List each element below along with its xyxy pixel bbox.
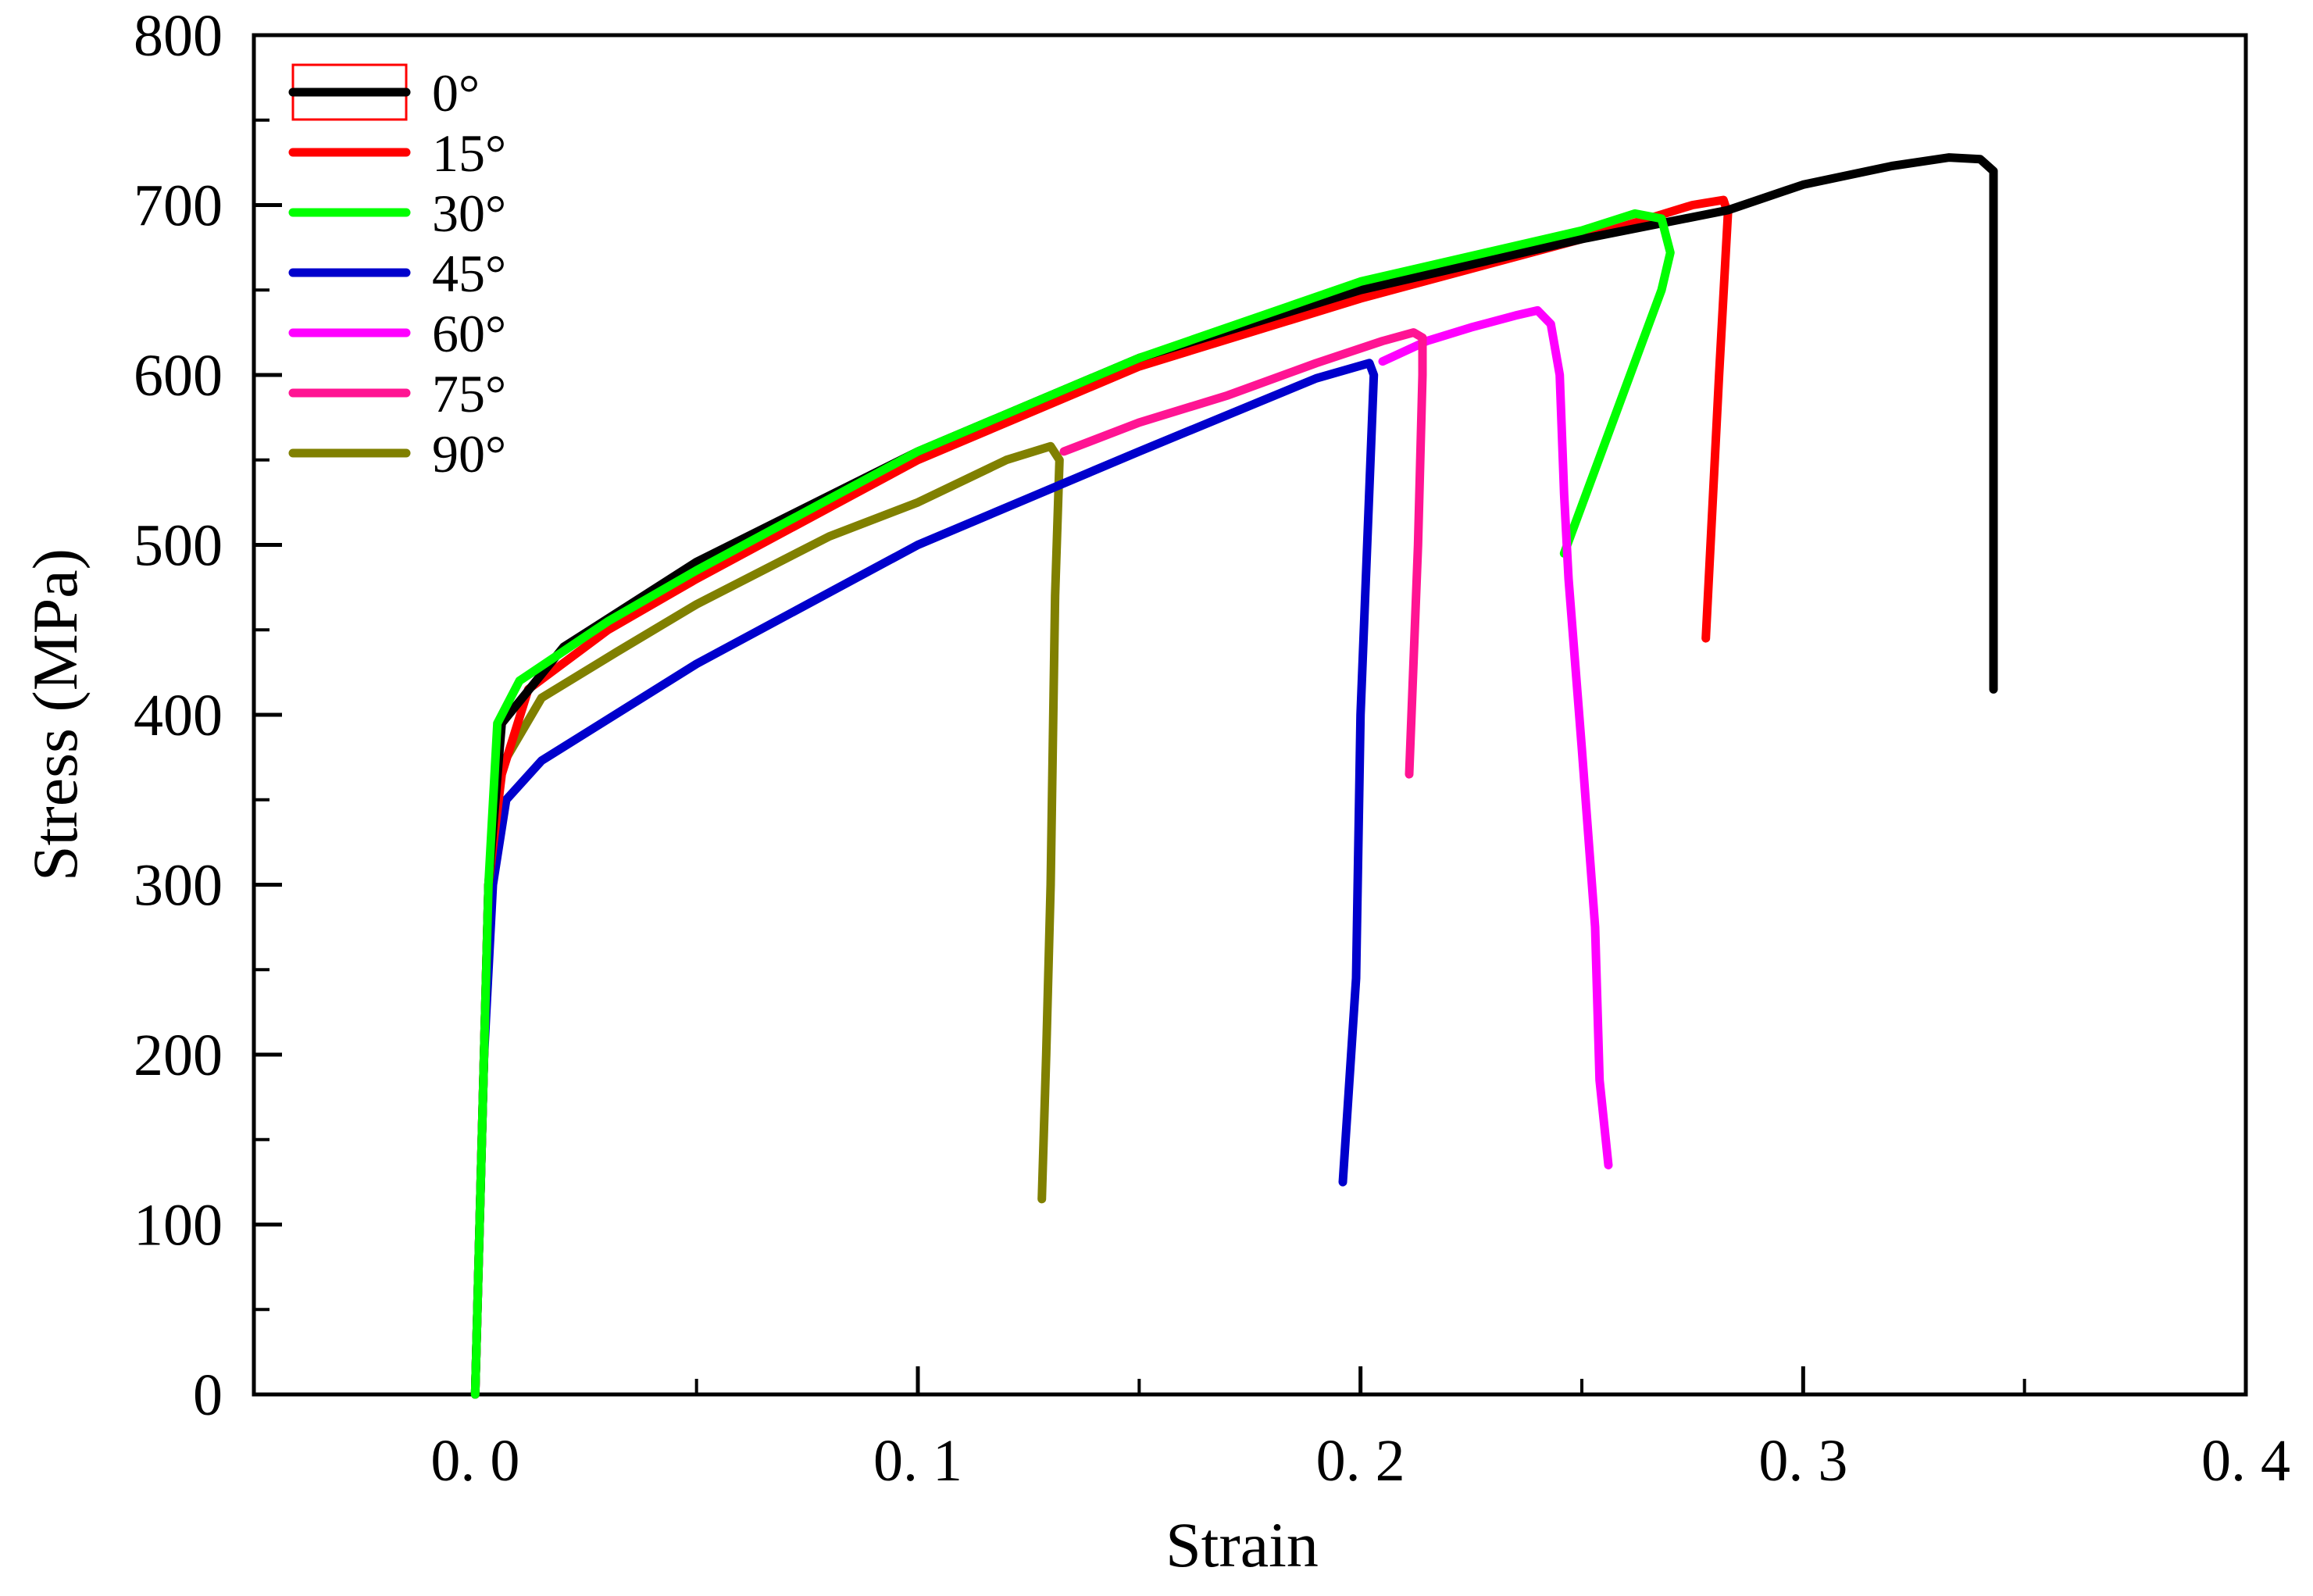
legend-label-3: 45° bbox=[432, 244, 506, 303]
legend-label-0: 0° bbox=[432, 63, 480, 123]
x-tick-label: 0. 0 bbox=[430, 1428, 519, 1494]
data-series bbox=[470, 153, 1998, 1399]
y-tick-label: 100 bbox=[134, 1193, 223, 1259]
y-axis-tick-labels: 0 100 200 300 400 500 600 700 800 bbox=[134, 3, 223, 1428]
y-tick-label: 600 bbox=[134, 343, 223, 409]
y-axis-ticks bbox=[254, 33, 282, 1397]
x-axis-tick-labels: 0. 0 0. 1 0. 2 0. 3 0. 4 bbox=[430, 1428, 2290, 1494]
legend-label-4: 60° bbox=[432, 304, 506, 363]
series-line-0 bbox=[470, 153, 1998, 1399]
series-line-3 bbox=[470, 359, 1379, 1399]
y-axis-label: Stress (MPa) bbox=[20, 548, 91, 881]
legend-label-5: 75° bbox=[432, 364, 506, 423]
y-tick-label: 500 bbox=[134, 513, 223, 579]
legend-label-1: 15° bbox=[432, 123, 506, 183]
y-tick-label: 0 bbox=[193, 1362, 223, 1428]
y-tick-label: 200 bbox=[134, 1023, 223, 1088]
x-tick-label: 0. 4 bbox=[2201, 1428, 2290, 1494]
y-tick-label: 400 bbox=[134, 683, 223, 748]
x-tick-label: 0. 2 bbox=[1316, 1428, 1405, 1494]
series-line-4 bbox=[1378, 305, 1613, 1169]
x-axis-label: Strain bbox=[1165, 1509, 1319, 1580]
y-tick-label: 700 bbox=[134, 173, 223, 239]
x-tick-label: 0. 1 bbox=[873, 1428, 962, 1494]
series-line-2 bbox=[470, 209, 1675, 1399]
legend-label-6: 90° bbox=[432, 424, 506, 484]
y-tick-label: 800 bbox=[134, 3, 223, 69]
legend-label-2: 30° bbox=[432, 184, 506, 243]
x-tick-label: 0. 3 bbox=[1758, 1428, 1847, 1494]
legend: 0°15°30°45°60°75°90° bbox=[288, 63, 506, 484]
y-tick-label: 300 bbox=[134, 853, 223, 919]
series-line-5 bbox=[1059, 328, 1427, 779]
